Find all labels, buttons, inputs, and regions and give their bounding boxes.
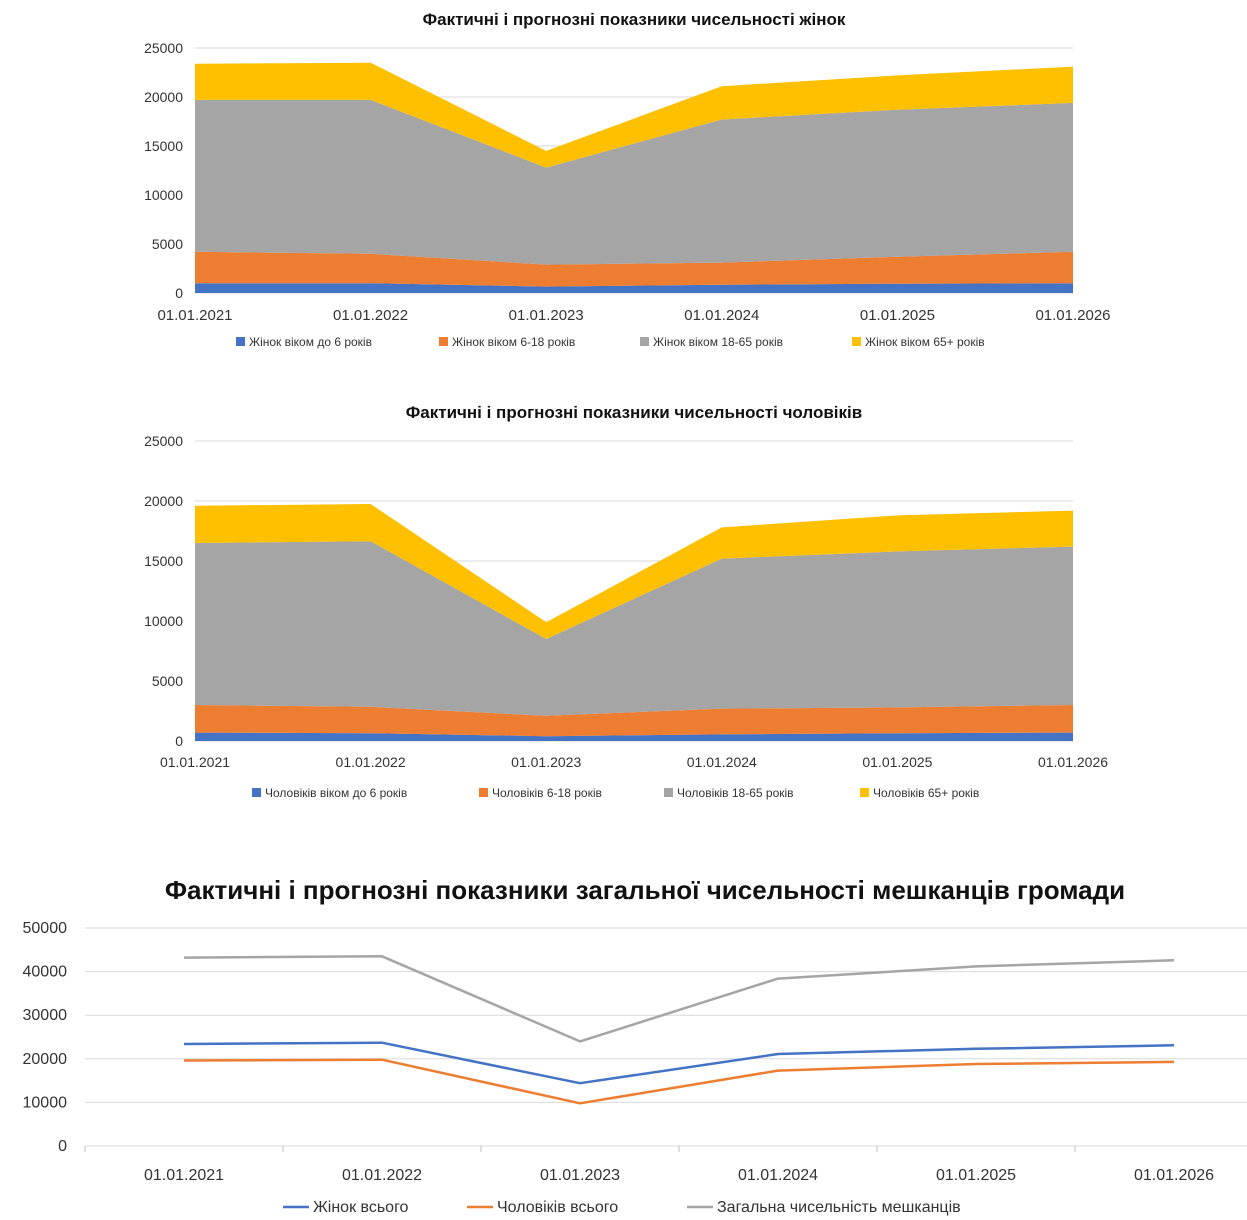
x-tick-label: 01.01.2024	[684, 307, 759, 324]
legend-label: Жінок віком до 6 років	[249, 335, 372, 349]
y-tick-label: 10000	[144, 187, 183, 203]
chart-3: Фактичні і прогнозні показники загальної…	[23, 875, 1247, 1216]
legend: Жінок всього Чоловіків всього Загальна чис…	[283, 1199, 961, 1216]
legend-item: Чоловіків 65+ років	[860, 786, 979, 800]
y-tick-label: 20000	[144, 493, 183, 509]
legend-label: Жінок віком 18-65 років	[653, 335, 783, 349]
legend-swatch	[664, 788, 673, 797]
y-tick-label: 0	[175, 285, 183, 301]
legend-swatch	[860, 788, 869, 797]
legend-label: Чоловіків всього	[497, 1199, 618, 1216]
x-tick-label: 01.01.2025	[862, 754, 932, 770]
x-tick-label: 01.01.2021	[160, 754, 230, 770]
x-tick-label: 01.01.2026	[1134, 1167, 1214, 1184]
y-tick-label: 15000	[144, 553, 183, 569]
x-tick-label: 01.01.2022	[336, 754, 406, 770]
area-series-чоловіків-65-років	[195, 504, 1073, 639]
y-tick-label: 50000	[23, 920, 68, 937]
chart-title: Фактичні і прогнозні показники загальної…	[165, 875, 1125, 905]
legend-item: Чоловіків віком до 6 років	[252, 786, 407, 800]
x-tick-label: 01.01.2022	[333, 307, 408, 324]
legend-swatch	[640, 337, 649, 346]
y-tick-label: 0	[58, 1138, 67, 1155]
y-tick-label: 20000	[144, 89, 183, 105]
legend-item: Жінок віком 65+ років	[852, 335, 985, 349]
x-tick-label: 01.01.2023	[509, 307, 584, 324]
area-series-жінок-віком-6-18-років	[195, 251, 1073, 287]
legend-item: Жінок віком 6-18 років	[439, 335, 575, 349]
x-tick-label: 01.01.2026	[1038, 754, 1108, 770]
legend-swatch	[439, 337, 448, 346]
legend-label: Загальна чисельність мешканців	[717, 1199, 961, 1216]
legend-item: Чоловіків 6-18 років	[479, 786, 602, 800]
legend-swatch	[479, 788, 488, 797]
legend-swatch	[252, 788, 261, 797]
y-tick-label: 25000	[144, 40, 183, 56]
legend-label: Чоловіків 6-18 років	[492, 786, 602, 800]
area-series-жінок-віком-18-65-років	[195, 99, 1073, 265]
y-tick-label: 0	[175, 733, 183, 749]
area-series-чоловіків-6-18-років	[195, 705, 1073, 737]
x-tick-label: 01.01.2024	[738, 1167, 818, 1184]
chart-2: Фактичні і прогнозні показники чисельнос…	[144, 403, 1108, 800]
chart-title: Фактичні і прогнозні показники чисельнос…	[406, 403, 862, 422]
y-tick-label: 15000	[144, 138, 183, 154]
legend-label: Чоловіків віком до 6 років	[265, 786, 407, 800]
legend-label: Чоловіків 18-65 років	[677, 786, 794, 800]
legend-item: Жінок віком до 6 років	[236, 335, 372, 349]
x-tick-label: 01.01.2021	[144, 1167, 224, 1184]
y-tick-label: 25000	[144, 433, 183, 449]
legend-label: Жінок всього	[313, 1199, 409, 1216]
x-tick-label: 01.01.2023	[511, 754, 581, 770]
area-series-чоловіків-віком-до-6-років	[195, 732, 1073, 741]
x-tick-label: 01.01.2025	[936, 1167, 1016, 1184]
legend-item: Чоловіків 18-65 років	[664, 786, 794, 800]
x-tick-label: 01.01.2026	[1035, 307, 1110, 324]
legend-item: Жінок віком 18-65 років	[640, 335, 783, 349]
y-tick-label: 5000	[152, 236, 183, 252]
x-tick-label: 01.01.2023	[540, 1167, 620, 1184]
x-tick-label: 01.01.2025	[860, 307, 935, 324]
area-series-жінок-віком-до-6-років	[195, 283, 1073, 293]
x-tick-label: 01.01.2021	[157, 307, 232, 324]
legend-item: Чоловіків всього	[467, 1199, 618, 1216]
legend-item: Загальна чисельність мешканців	[687, 1199, 961, 1216]
y-tick-label: 5000	[152, 673, 183, 689]
chart-title: Фактичні і прогнозні показники чисельнос…	[423, 10, 846, 29]
x-tick-label: 01.01.2024	[687, 754, 757, 770]
area-series-жінок-віком-65-років	[195, 62, 1073, 168]
legend-swatch	[236, 337, 245, 346]
legend: Жінок віком до 6 років Жінок віком 6-18 р…	[236, 335, 985, 349]
y-tick-label: 40000	[23, 964, 68, 981]
y-tick-label: 30000	[23, 1007, 68, 1024]
legend: Чоловіків віком до 6 років Чоловіків 6-18…	[252, 786, 979, 800]
area-series-чоловіків-18-65-років	[195, 541, 1073, 716]
y-tick-label: 10000	[144, 613, 183, 629]
y-tick-label: 10000	[23, 1094, 68, 1111]
x-tick-label: 01.01.2022	[342, 1167, 422, 1184]
legend-swatch	[852, 337, 861, 346]
legend-item: Жінок всього	[283, 1199, 409, 1216]
line-series-загальна-чисельність-мешканців	[183, 955, 1175, 1043]
line-series-чоловіків-всього	[183, 1058, 1175, 1105]
legend-label: Чоловіків 65+ років	[873, 786, 979, 800]
line-series-жінок-всього	[183, 1041, 1175, 1085]
y-tick-label: 20000	[23, 1051, 68, 1068]
chart-1: Фактичні і прогнозні показники чисельнос…	[144, 10, 1110, 349]
legend-label: Жінок віком 6-18 років	[452, 335, 575, 349]
legend-label: Жінок віком 65+ років	[865, 335, 985, 349]
